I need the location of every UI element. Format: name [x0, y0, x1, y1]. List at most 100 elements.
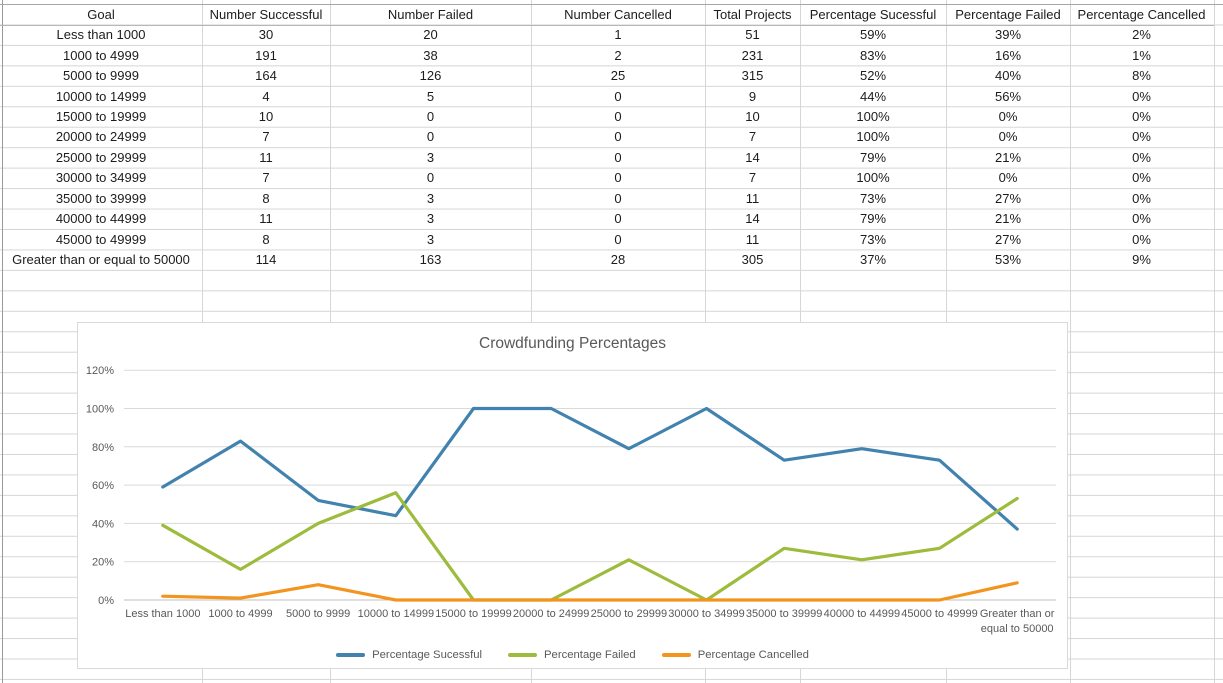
cell[interactable]: 20000 to 24999	[55, 129, 147, 145]
cell[interactable]: 7	[748, 170, 757, 186]
cell[interactable]: 38	[423, 47, 438, 63]
cell[interactable]: 0%	[1132, 190, 1151, 206]
cell[interactable]: 35000 to 39999	[55, 190, 147, 206]
cell[interactable]: 163	[419, 252, 442, 268]
cell[interactable]: 9	[748, 88, 757, 104]
column-header[interactable]: Percentage Cancelled	[1077, 6, 1206, 22]
cell[interactable]: 0%	[1132, 211, 1151, 227]
cell[interactable]: 44%	[859, 88, 887, 104]
cell[interactable]: 114	[255, 252, 277, 268]
cell[interactable]: 79%	[859, 211, 887, 227]
cell[interactable]: 83%	[859, 47, 887, 63]
cell[interactable]: 7	[262, 170, 270, 186]
cell[interactable]: 3	[426, 190, 435, 206]
series-line-3[interactable]	[161, 581, 1019, 602]
cell[interactable]: 79%	[859, 149, 887, 165]
cell[interactable]: 3	[426, 231, 435, 247]
column-header[interactable]: Percentage Failed	[955, 6, 1061, 22]
cell[interactable]: 8	[262, 231, 270, 247]
cell[interactable]: 2%	[1132, 27, 1151, 43]
cell[interactable]: 0	[614, 88, 622, 104]
cell[interactable]: 11	[259, 149, 273, 165]
cell[interactable]: 25	[610, 68, 626, 84]
series-line-1[interactable]	[161, 406, 1019, 531]
cell[interactable]: 11	[745, 231, 760, 247]
cell[interactable]: 126	[419, 68, 442, 84]
cell[interactable]: 59%	[859, 27, 887, 43]
cell[interactable]: 21%	[994, 149, 1022, 165]
cell[interactable]: 10000 to 14999	[55, 88, 147, 104]
cell[interactable]: 40000 to 44999	[55, 211, 147, 227]
cell[interactable]: 25000 to 29999	[55, 149, 147, 165]
cell[interactable]: 14	[745, 149, 760, 165]
series-line-2[interactable]	[161, 491, 1019, 602]
cell[interactable]: 164	[255, 68, 277, 84]
cell[interactable]: 0	[614, 170, 622, 186]
cell[interactable]: 100%	[856, 129, 890, 145]
cell[interactable]: 27%	[994, 190, 1022, 206]
cell[interactable]: 0	[426, 108, 435, 124]
cell[interactable]: 30	[258, 27, 274, 43]
cell[interactable]: 0%	[1132, 108, 1151, 124]
cell[interactable]: 28	[610, 252, 626, 268]
cell[interactable]: 191	[255, 47, 277, 63]
cell[interactable]: 40%	[994, 68, 1022, 84]
cell[interactable]: 30000 to 34999	[55, 170, 147, 186]
cell[interactable]: 21%	[994, 211, 1022, 227]
cell[interactable]: 0	[614, 231, 622, 247]
cell[interactable]: 0	[614, 211, 622, 227]
cell[interactable]: 0%	[998, 170, 1018, 186]
cell[interactable]: 10	[258, 108, 274, 124]
cell[interactable]: 100%	[856, 170, 890, 186]
cell[interactable]: 0	[614, 108, 622, 124]
cell[interactable]: 11	[259, 211, 273, 227]
cell[interactable]: 1%	[1132, 47, 1151, 63]
cell[interactable]: 53%	[994, 252, 1022, 268]
cell[interactable]: 0%	[1132, 129, 1151, 145]
legend-item[interactable]: Percentage Cancelled	[661, 649, 809, 661]
cell[interactable]: 5	[426, 88, 435, 104]
cell[interactable]: 231	[741, 47, 764, 63]
cell[interactable]: 8%	[1132, 68, 1151, 84]
cell[interactable]: 1000 to 4999	[63, 47, 139, 63]
cell[interactable]: 73%	[859, 190, 887, 206]
column-header[interactable]: Number Successful	[209, 6, 323, 22]
cell[interactable]: 0	[614, 190, 622, 206]
cell[interactable]: 0%	[1132, 231, 1151, 247]
embedded-chart[interactable]: 0% 20% 40% 60% 80% 100% 120% Less than 1000 1000…	[77, 322, 1068, 669]
cell[interactable]: 20	[423, 27, 438, 43]
cell[interactable]: 0	[614, 129, 622, 145]
cell[interactable]: 100%	[856, 108, 890, 124]
cell[interactable]: 37%	[859, 252, 887, 268]
cell[interactable]: 0	[614, 149, 622, 165]
cell[interactable]: 7	[748, 129, 757, 145]
cell[interactable]: Greater than or equal to 50000	[12, 252, 190, 268]
cell[interactable]: 15000 to 19999	[55, 108, 147, 124]
cell[interactable]: 27%	[994, 231, 1022, 247]
cell[interactable]: 9%	[1132, 252, 1151, 268]
cell[interactable]: 51	[745, 27, 760, 43]
cell[interactable]: 0%	[1132, 170, 1151, 186]
cell[interactable]: 14	[745, 211, 760, 227]
cell[interactable]: 8	[262, 190, 270, 206]
column-header[interactable]: Total Projects	[713, 6, 792, 22]
cell[interactable]: 73%	[859, 231, 887, 247]
cell[interactable]: 0	[426, 170, 435, 186]
column-header[interactable]: Number Cancelled	[564, 6, 672, 22]
cell[interactable]: 2	[614, 47, 622, 63]
cell[interactable]: 305	[741, 252, 764, 268]
legend-item[interactable]: Percentage Failed	[508, 649, 636, 661]
legend-item[interactable]: Percentage Sucessful	[336, 649, 482, 661]
cell[interactable]: 7	[262, 129, 270, 145]
cell[interactable]: 4	[262, 88, 270, 104]
cell[interactable]: 52%	[859, 68, 887, 84]
column-header[interactable]: Goal	[87, 6, 115, 22]
column-header[interactable]: Number Failed	[387, 6, 474, 22]
cell[interactable]: 5000 to 9999	[63, 68, 139, 84]
cell[interactable]: 16%	[994, 47, 1022, 63]
cell[interactable]: 0	[426, 129, 435, 145]
cell[interactable]: 39%	[994, 27, 1022, 43]
cell[interactable]: 0%	[998, 129, 1018, 145]
cell[interactable]: 3	[426, 149, 435, 165]
cell[interactable]: 0%	[1132, 88, 1151, 104]
